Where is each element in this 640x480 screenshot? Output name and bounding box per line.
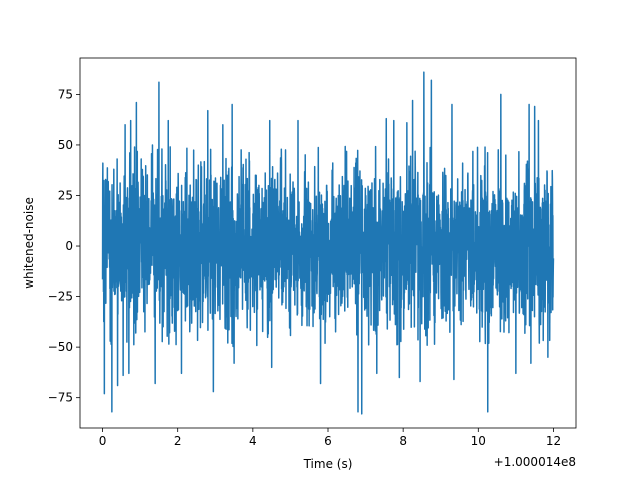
x-tick-label: 10 <box>471 434 486 448</box>
plot-area <box>101 71 555 415</box>
x-tick-label: 6 <box>324 434 332 448</box>
y-tick-label: 0 <box>65 239 73 253</box>
x-tick-label: 4 <box>249 434 257 448</box>
x-tick-label: 0 <box>99 434 107 448</box>
y-tick-label: 50 <box>58 138 73 152</box>
x-tick-label: 8 <box>399 434 407 448</box>
x-tick-label: 2 <box>174 434 182 448</box>
x-axis-title: Time (s) <box>303 457 353 471</box>
x-offset-label: +1.000014e8 <box>494 455 576 469</box>
y-tick-label: −25 <box>48 290 73 304</box>
y-tick-label: 75 <box>58 87 73 101</box>
y-tick-label: 25 <box>58 188 73 202</box>
y-tick-label: −75 <box>48 391 73 405</box>
y-axis-title: whitened-noise <box>22 197 36 289</box>
y-axis: −75 −50 −25 0 25 50 75 <box>48 87 80 405</box>
x-axis: 0 2 4 6 8 10 12 <box>99 428 561 448</box>
x-tick-label: 12 <box>546 434 561 448</box>
y-tick-label: −50 <box>48 340 73 354</box>
series-line <box>101 71 555 415</box>
plot-frame <box>79 57 577 429</box>
